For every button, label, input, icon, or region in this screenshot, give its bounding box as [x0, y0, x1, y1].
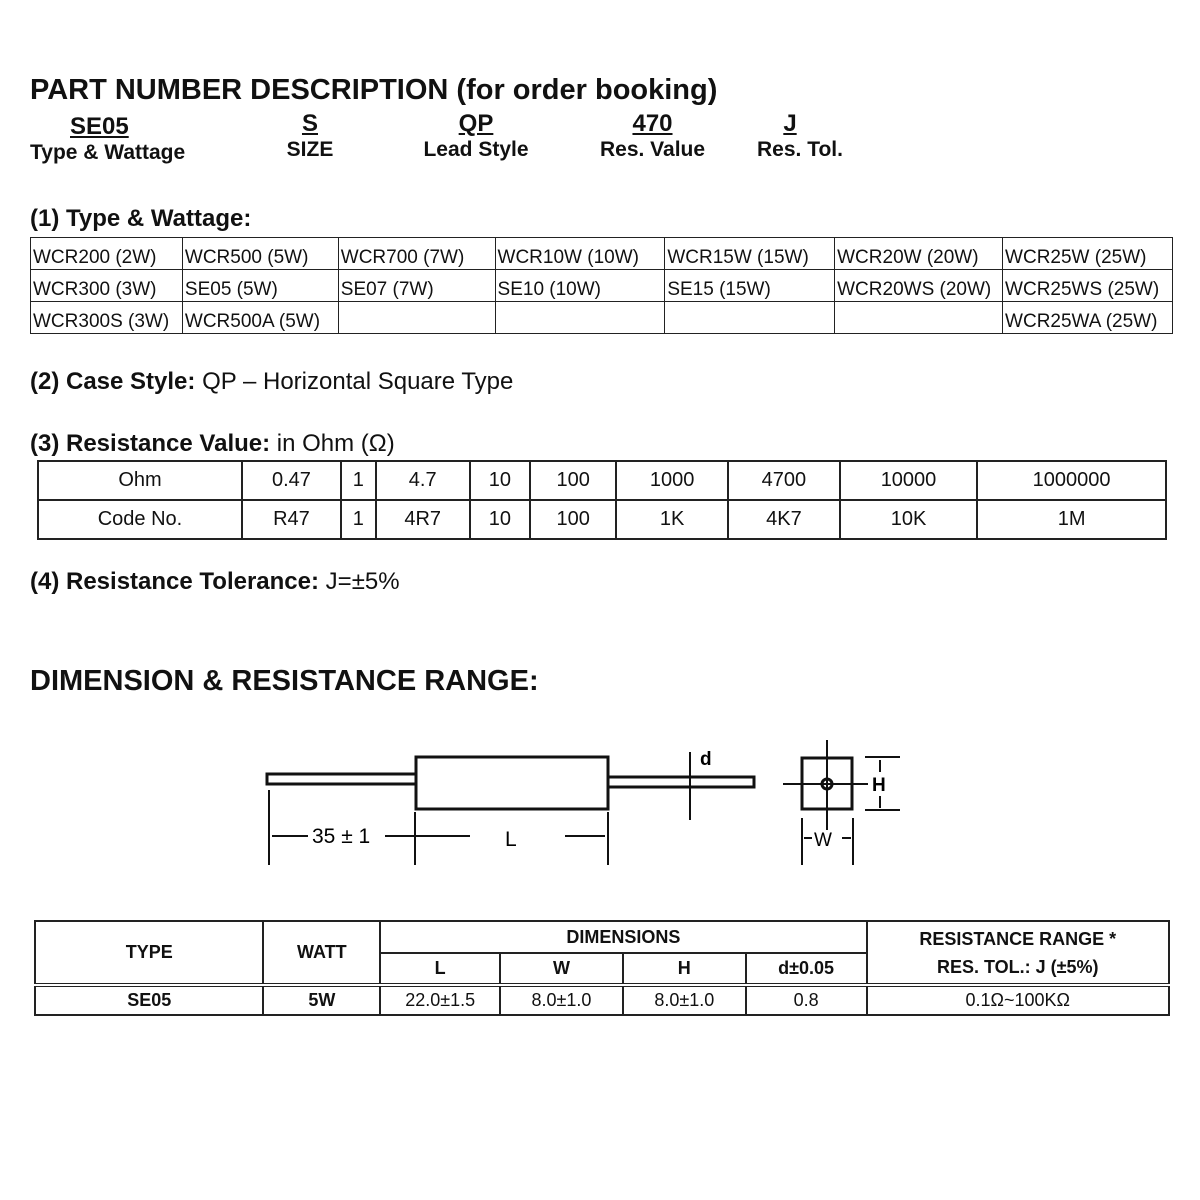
table-cell: 1000000 [976, 460, 1167, 501]
left-lead [265, 772, 418, 786]
cell-d: 0.8 [744, 984, 868, 1016]
table-cell: 4R7 [374, 499, 471, 540]
dimension-table: TYPE WATT DIMENSIONS RESISTANCE RANGE * RES.… [33, 920, 1170, 1016]
height-label: H [872, 775, 886, 796]
table-cell: 1 [339, 499, 377, 540]
cell-W: 8.0±1.0 [499, 984, 624, 1016]
header-W: W [499, 952, 624, 986]
table-cell: SE05 (5W) [181, 269, 339, 302]
part-code-lead: QP Lead Style [423, 110, 529, 161]
part-code-value: 470 Res. Value [599, 110, 706, 161]
table-cell: Code No. [37, 499, 243, 540]
table-cell: WCR700 (7W) [337, 237, 496, 270]
table-cell [494, 301, 666, 334]
lead-diameter-label: d [700, 749, 712, 770]
resistor-body [414, 755, 610, 811]
table-cell: WCR300 (3W) [30, 269, 183, 302]
table-row: WCR200 (2W) WCR500 (5W) WCR700 (7W) WCR10W … [30, 237, 1173, 270]
table-cell: 0.47 [240, 460, 342, 501]
tolerance: (4) Resistance Tolerance: J=±5% [30, 568, 400, 595]
table-row: Ohm 0.47 1 4.7 10 100 1000 4700 10000 1000000 [37, 460, 1167, 501]
part-code-tol: J Res. Tol. [757, 110, 843, 161]
header-range: RESISTANCE RANGE * RES. TOL.: J (±5%) [865, 920, 1170, 986]
table-cell: 10K [838, 499, 979, 540]
table-cell: WCR25WA (25W) [1002, 301, 1173, 334]
case-style: (2) Case Style: QP – Horizontal Square T… [30, 368, 514, 395]
width-label: W [814, 830, 832, 851]
table-cell: WCR200 (2W) [30, 237, 183, 270]
table-cell: 10 [468, 499, 532, 540]
dimension-title: DIMENSION & RESISTANCE RANGE: [30, 665, 539, 697]
table-cell: 10000 [838, 460, 979, 501]
cell-type: SE05 [33, 984, 265, 1016]
header-dimensions: DIMENSIONS [379, 920, 868, 954]
table-cell: Ohm [37, 460, 243, 501]
table-cell: SE07 (7W) [337, 269, 496, 302]
lead-length-label: 35 ± 1 [312, 825, 370, 848]
table-cell: 4700 [727, 460, 841, 501]
part-code-size: S SIZE [286, 110, 334, 161]
header-H: H [621, 952, 747, 986]
header-L: L [379, 952, 502, 986]
cell-watt: 5W [262, 984, 382, 1016]
cell-range: 0.1Ω~100KΩ [865, 984, 1170, 1016]
table-row: WCR300 (3W) SE05 (5W) SE07 (7W) SE10 (10W) S… [30, 269, 1173, 302]
table-cell: WCR20W (20W) [834, 237, 1004, 270]
header-d: d±0.05 [744, 952, 868, 986]
resistance-value-heading: (3) Resistance Value: in Ohm (Ω) [30, 430, 395, 457]
table-cell: WCR500A (5W) [181, 301, 339, 334]
length-label: L [505, 828, 517, 851]
cell-H: 8.0±1.0 [621, 984, 747, 1016]
table-cell: 4.7 [374, 460, 471, 501]
table-cell: WCR10W (10W) [494, 237, 666, 270]
table-cell: 10 [468, 460, 532, 501]
table-cell: WCR20WS (20W) [834, 269, 1004, 302]
table-cell: R47 [240, 499, 342, 540]
header-watt: WATT [262, 920, 382, 986]
header-type: TYPE [33, 920, 265, 986]
table-cell: 4K7 [727, 499, 841, 540]
table-cell: WCR25W (25W) [1002, 237, 1173, 270]
resistance-code-table: Ohm 0.47 1 4.7 10 100 1000 4700 10000 1000000 Code… [37, 460, 1167, 540]
table-cell [664, 301, 836, 334]
right-lead [606, 775, 756, 789]
table-cell: WCR25WS (25W) [1002, 269, 1173, 302]
table-cell: 100 [529, 460, 618, 501]
cell-L: 22.0±1.5 [379, 984, 502, 1016]
table-row: Code No. R47 1 4R7 10 100 1K 4K7 10K 1M [37, 499, 1167, 540]
table-cell: 1 [339, 460, 377, 501]
table-cell: 1M [976, 499, 1167, 540]
table-cell: 100 [529, 499, 618, 540]
table-row: SE05 5W 22.0±1.5 8.0±1.0 8.0±1.0 0.8 0.1Ω~100K… [33, 984, 1170, 1016]
table-cell: 1K [615, 499, 730, 540]
table-cell [834, 301, 1004, 334]
part-code-type: SE05 Type & Wattage [30, 113, 186, 164]
table-row: WCR300S (3W) WCR500A (5W) WCR25WA (25W) [30, 301, 1173, 334]
page-title: PART NUMBER DESCRIPTION (for order booki… [30, 74, 718, 106]
type-wattage-table: WCR200 (2W) WCR500 (5W) WCR700 (7W) WCR10W … [30, 237, 1173, 334]
type-wattage-heading: (1) Type & Wattage: [30, 205, 252, 232]
table-cell: WCR300S (3W) [30, 301, 183, 334]
table-cell: WCR15W (15W) [664, 237, 836, 270]
table-cell: 1000 [615, 460, 730, 501]
